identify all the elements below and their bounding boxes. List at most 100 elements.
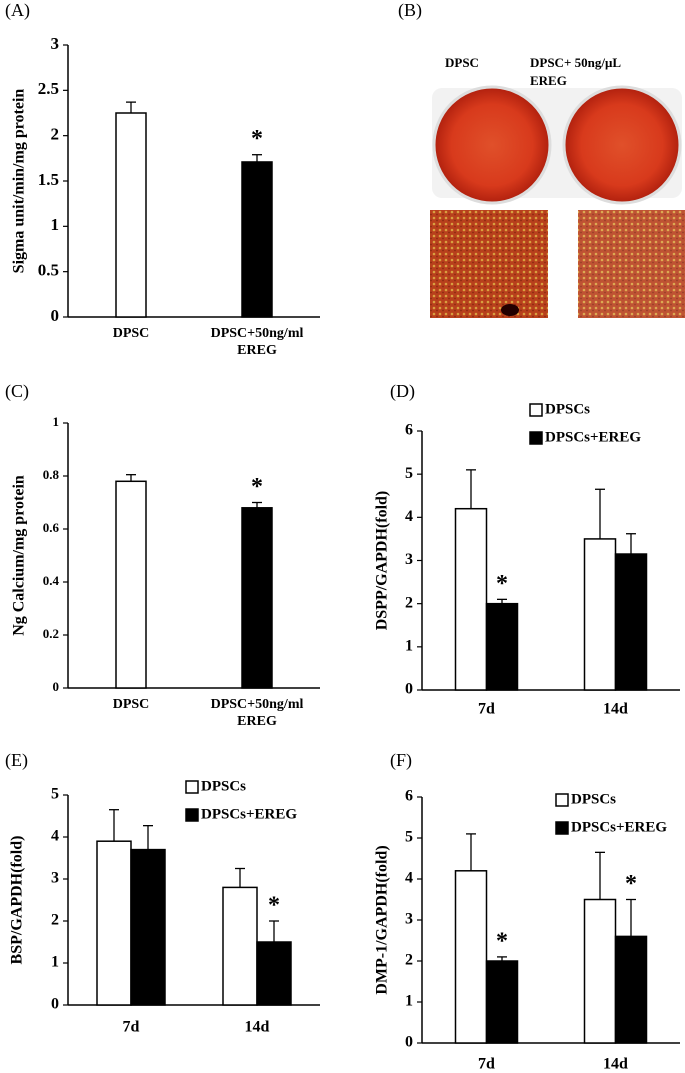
legend-label: DPSCs+EREG	[545, 429, 641, 445]
y-tick-label: 5	[405, 465, 413, 482]
y-tick-label: 0.2	[43, 626, 59, 641]
y-tick-label: 0	[51, 996, 59, 1013]
legend-label: DPSCs	[201, 778, 246, 794]
bar	[115, 480, 147, 689]
y-tick-label: 6	[405, 788, 413, 805]
y-tick-label: 0.8	[43, 467, 60, 482]
y-tick-label: 1	[405, 993, 413, 1010]
y-axis-label: Ng Calcium/mg protein	[11, 475, 28, 636]
y-tick-label: 2.5	[38, 79, 59, 98]
y-axis-label: BSP/GAPDH(fold)	[9, 836, 26, 965]
x-tick-label: 14d	[245, 1019, 270, 1036]
panel-label: (B)	[398, 0, 422, 21]
panel-label: (E)	[5, 750, 28, 771]
y-tick-label: 2	[51, 125, 60, 144]
y-tick-label: 3	[405, 551, 413, 568]
y-tick-label: 1	[51, 215, 60, 234]
y-tick-label: 4	[405, 508, 413, 525]
bar	[485, 960, 519, 1044]
x-tick-label: 14d	[603, 1056, 628, 1073]
micrograph	[430, 210, 548, 318]
dish	[562, 85, 682, 205]
y-tick-label: 0	[405, 681, 413, 698]
y-tick-label: 0.5	[38, 261, 59, 280]
y-tick-label: 0	[51, 306, 60, 325]
y-tick-label: 1	[53, 414, 60, 429]
legend-swatch	[555, 821, 569, 835]
bar	[256, 941, 292, 1006]
dish	[432, 85, 552, 205]
legend-label: DPSCs	[571, 791, 616, 807]
legend-label: DPSCs+EREG	[571, 819, 667, 835]
bar	[241, 161, 273, 318]
y-tick-label: 1	[405, 638, 413, 655]
x-tick-label: DPSC+50ng/ml	[211, 697, 304, 712]
y-tick-label: 2	[405, 952, 413, 969]
spot	[501, 304, 519, 316]
x-tick-label: 7d	[478, 1056, 495, 1073]
y-tick-label: 0	[53, 679, 60, 694]
legend-swatch	[555, 793, 569, 807]
y-tick-label: 3	[51, 870, 59, 887]
significance-mark: *	[496, 928, 508, 954]
bar	[583, 898, 617, 1044]
panel-label: (C)	[5, 381, 29, 402]
x-tick-label: EREG	[237, 343, 277, 358]
bar	[485, 602, 519, 691]
bar	[96, 840, 132, 1006]
y-tick-label: 5	[51, 786, 59, 803]
bar	[115, 112, 147, 318]
panel-label: (F)	[390, 750, 412, 771]
y-tick-label: 0.4	[43, 573, 60, 588]
y-tick-label: 2	[405, 594, 413, 611]
micrograph	[578, 210, 685, 318]
y-tick-label: 5	[405, 829, 413, 846]
x-tick-label: DPSC+50ng/ml	[211, 326, 304, 341]
legend-swatch	[185, 780, 199, 794]
x-tick-label: 7d	[123, 1019, 140, 1036]
bar	[454, 870, 488, 1044]
y-axis-label: DSPP/GAPDH(fold)	[374, 491, 391, 631]
legend-swatch	[185, 808, 199, 822]
bar	[454, 507, 488, 691]
bar	[241, 507, 273, 689]
legend-swatch	[529, 431, 543, 445]
y-axis-label: DMP-1/GAPDH(fold)	[374, 845, 391, 994]
significance-mark: *	[625, 871, 637, 897]
x-tick-label: DPSC	[113, 326, 150, 341]
image-label: DPSC+ 50ng/μL	[530, 55, 621, 70]
legend-label: DPSCs	[545, 401, 590, 417]
y-tick-label: 0	[405, 1034, 413, 1051]
significance-mark: *	[496, 571, 508, 597]
x-tick-label: 14d	[603, 701, 628, 718]
y-tick-label: 1.5	[38, 170, 59, 189]
bar	[130, 848, 166, 1006]
bar	[614, 553, 648, 691]
panel-label: (A)	[5, 0, 30, 21]
bar	[583, 538, 617, 691]
panel-b: (B) DPSC DPSC+ 50ng/μL EREG	[398, 0, 685, 318]
y-tick-label: 1	[51, 954, 59, 971]
y-tick-label: 3	[405, 911, 413, 928]
y-tick-label: 4	[405, 870, 413, 887]
significance-mark: *	[251, 474, 263, 500]
y-tick-label: 2	[51, 912, 59, 929]
bar	[222, 886, 258, 1006]
x-tick-label: DPSC	[113, 697, 150, 712]
significance-mark: *	[268, 893, 280, 919]
image-label: EREG	[530, 73, 567, 88]
x-tick-label: 7d	[478, 701, 495, 718]
y-tick-label: 4	[51, 828, 59, 845]
y-tick-label: 0.6	[43, 520, 60, 535]
x-tick-label: EREG	[237, 714, 277, 729]
image-label: DPSC	[445, 55, 479, 70]
panel-label: (D)	[390, 381, 415, 402]
y-axis-label: Sigma unit/min/mg protein	[11, 89, 28, 274]
legend-label: DPSCs+EREG	[201, 806, 297, 822]
significance-mark: *	[251, 126, 263, 152]
bar	[614, 935, 648, 1044]
y-tick-label: 6	[405, 422, 413, 439]
legend-swatch	[529, 403, 543, 417]
